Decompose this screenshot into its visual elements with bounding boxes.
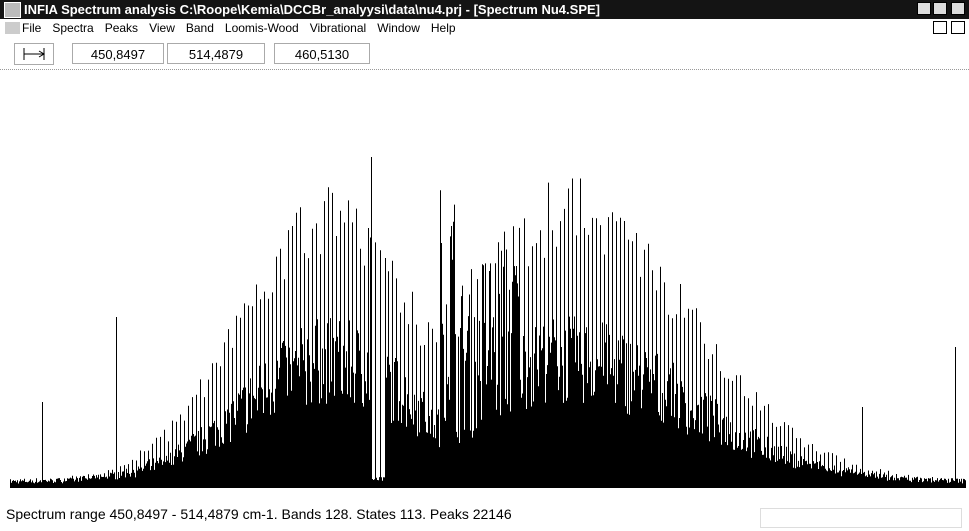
- menu-item[interactable]: Band: [186, 21, 214, 35]
- menu-item[interactable]: Loomis-Wood: [225, 21, 299, 35]
- minimize-button[interactable]: [917, 2, 931, 15]
- menu: File Spectra Peaks View Band Loomis-Wood Vibra…: [22, 19, 467, 37]
- menu-item[interactable]: Peaks: [105, 21, 138, 35]
- title-bar: INFIA Spectrum analysis C:\Roope\Kemia\D…: [0, 0, 969, 19]
- range-field: 460,5130: [274, 43, 370, 64]
- doc-close-button[interactable]: [951, 21, 965, 34]
- menu-item[interactable]: Help: [431, 21, 456, 35]
- status-bar: Spectrum range 450,8497 - 514,4879 cm-1.…: [0, 496, 969, 531]
- close-button[interactable]: [951, 2, 965, 15]
- range-field: 450,8497: [72, 43, 164, 64]
- range-field: 514,4879: [167, 43, 265, 64]
- doc-icon: [4, 21, 21, 35]
- restore-button[interactable]: [933, 21, 947, 34]
- menu-item[interactable]: Spectra: [52, 21, 93, 35]
- window-title: INFIA Spectrum analysis C:\Roope\Kemia\D…: [24, 0, 600, 19]
- status-panel: [760, 508, 962, 528]
- menu-item[interactable]: File: [22, 21, 41, 35]
- app-window: INFIA Spectrum analysis C:\Roope\Kemia\D…: [0, 0, 969, 531]
- spectrum-plot: [0, 70, 969, 496]
- menu-item[interactable]: View: [149, 21, 175, 35]
- menu-bar: File Spectra Peaks View Band Loomis-Wood Vibra…: [0, 19, 969, 37]
- maximize-button[interactable]: [933, 2, 947, 15]
- menu-item[interactable]: Vibrational: [310, 21, 366, 35]
- menu-item[interactable]: Window: [377, 21, 420, 35]
- spectrum-trace: [11, 157, 966, 487]
- app-icon: [4, 2, 21, 18]
- range-button[interactable]: [14, 43, 54, 65]
- status-text: Spectrum range 450,8497 - 514,4879 cm-1.…: [6, 506, 512, 522]
